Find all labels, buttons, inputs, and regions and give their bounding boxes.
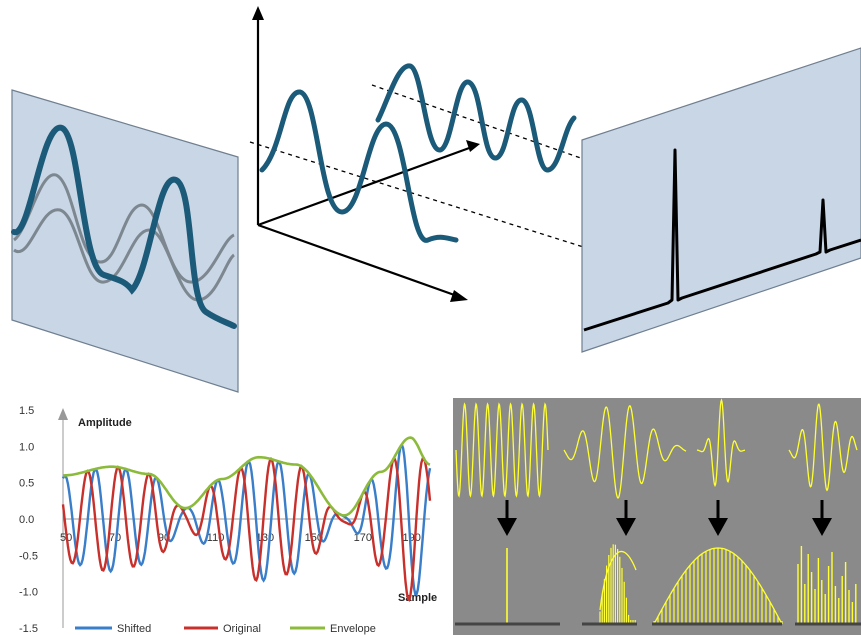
y-tick-label: 1.0	[19, 441, 34, 453]
chart-series	[61, 436, 432, 602]
y-axis-label: Amplitude	[78, 417, 132, 429]
wide-spectrum-bars	[653, 547, 783, 625]
x-tick-labels: 50 70 90 110 130 150 170 190	[60, 532, 421, 544]
arrow-down-icon	[812, 500, 832, 536]
frequency-domain-panel	[581, 47, 861, 353]
legend-shifted: Shifted	[117, 623, 151, 635]
y-axis	[58, 408, 68, 628]
y-tick-label: 0.0	[19, 514, 34, 526]
time-domain-plane	[11, 89, 239, 393]
wavelet-packet-mixed	[788, 403, 858, 492]
spectrum-line	[583, 148, 861, 332]
high-frequency-sinusoid	[375, 63, 577, 173]
wavelet-spectra	[506, 544, 857, 625]
mixed-spectrum-bars	[797, 546, 857, 624]
component-wave-a	[12, 173, 235, 284]
y-tick-label: 0.5	[19, 478, 34, 490]
arrow-right-icon	[450, 290, 468, 302]
series-envelope	[63, 436, 431, 517]
legend: Shifted Original Envelope	[75, 623, 376, 635]
y-tick-label: -1.0	[19, 587, 38, 599]
x-tick-label: 150	[305, 532, 323, 544]
y-tick-label: -0.5	[19, 550, 38, 562]
wavelet-packet-wide	[563, 405, 687, 499]
legend-original: Original	[223, 623, 261, 635]
x-tick-label: 190	[403, 532, 421, 544]
arrow-down-icon	[497, 500, 517, 536]
arrow-down-icon	[616, 500, 636, 536]
wavelet-packet-narrow	[696, 398, 746, 487]
arrow-up-icon	[252, 6, 264, 20]
wavelet-background	[453, 398, 861, 635]
pure-sinusoid-wave	[455, 402, 549, 498]
arrow-depth-icon	[466, 140, 480, 152]
time-domain-panel	[11, 89, 239, 393]
low-frequency-sinusoid	[259, 89, 459, 243]
wavelet-arrows	[497, 500, 832, 536]
y-tick-labels: 1.5 1.0 0.5 0.0 -0.5 -1.0 -1.5	[19, 405, 38, 635]
wavelet-panel	[453, 398, 861, 635]
frequency-domain-plane	[581, 47, 861, 353]
line-chart: Amplitude Sample 1.51.00.50.0-0.5-1.0-1.…	[19, 405, 437, 635]
composite-wave	[11, 124, 237, 329]
arrow-down-icon	[708, 500, 728, 536]
y-tick-label: 1.5	[19, 405, 34, 417]
legend-envelope: Envelope	[330, 623, 376, 635]
wavelet-signals	[455, 398, 858, 499]
y-axis-arrow-icon	[58, 408, 68, 420]
x-tick-label: 70	[109, 532, 121, 544]
series-original	[61, 456, 432, 602]
y-tick-label: -1.5	[19, 623, 38, 635]
narrow-spectrum-bars	[599, 544, 637, 624]
x-tick-label: 170	[354, 532, 372, 544]
